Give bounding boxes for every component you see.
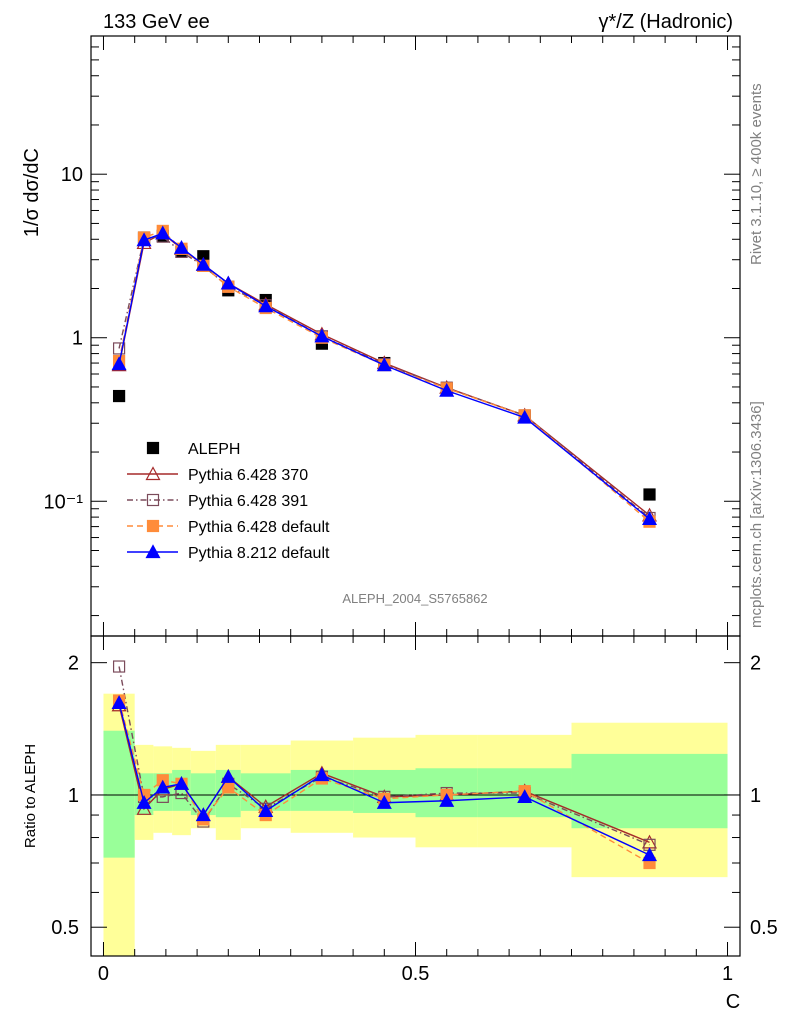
ratio-point xyxy=(195,807,211,822)
x-tick-label: 0 xyxy=(98,963,109,985)
legend-marker xyxy=(145,544,161,559)
rivet-label: Rivet 3.1.10, ≥ 400k events xyxy=(748,83,765,265)
ratio-point xyxy=(439,792,455,807)
x-axis-label: C xyxy=(726,991,740,1013)
ratio-point xyxy=(220,768,236,783)
ratio-point xyxy=(111,695,127,709)
ratio-y-ticks: 0.5 0.5 1 1 2 2 xyxy=(51,653,778,940)
ratio-point xyxy=(517,789,533,803)
main-point xyxy=(173,239,189,254)
ratio-y-tick-label-right: 1 xyxy=(750,785,761,807)
analysis-label: ALEPH_2004_S5765862 xyxy=(342,591,487,606)
legend-marker xyxy=(146,441,160,455)
main-point xyxy=(439,382,455,397)
main-point xyxy=(376,357,392,372)
ratio-y-tick-label: 0.5 xyxy=(51,917,79,939)
main-point xyxy=(258,298,274,313)
x-tick-label: 1 xyxy=(722,963,733,985)
source-label: mcplots.cern.ch [arXiv:1306.3436] xyxy=(748,401,765,628)
ratio-inner-band xyxy=(103,730,135,858)
ratio-uncertainty-bands xyxy=(103,693,728,956)
ratio-y-tick-label-right: 0.5 xyxy=(750,917,778,939)
main-point xyxy=(220,275,236,290)
main-y-tick-label: 1 xyxy=(72,328,83,350)
main-point xyxy=(314,328,330,343)
legend-marker xyxy=(145,466,161,481)
main-point xyxy=(643,488,656,501)
main-point xyxy=(642,511,658,526)
ratio-inner-band xyxy=(571,753,728,829)
ratio-x-ticks: 0 0.5 1 xyxy=(98,636,733,985)
main-panel: 10⁻¹ 1 10 1/σ dσ/dC ALEPH_2004_S5765862 AL… xyxy=(21,35,741,637)
legend-label: Pythia 6.428 default xyxy=(188,519,330,536)
ratio-y-tick-label: 2 xyxy=(68,653,79,675)
ratio-point xyxy=(314,767,330,782)
ratio-point xyxy=(642,847,658,862)
ratio-point xyxy=(112,660,126,673)
ratio-y-tick-label: 1 xyxy=(68,785,79,807)
ratio-point xyxy=(136,794,152,809)
legend-label: Pythia 8.212 default xyxy=(188,545,330,562)
main-point xyxy=(111,356,127,371)
ratio-point xyxy=(258,803,274,817)
ratio-series-3 xyxy=(111,695,658,862)
main-point xyxy=(112,389,126,403)
ratio-y-tick-label-right: 2 xyxy=(750,653,761,675)
main-y-tick-label: 10 xyxy=(61,164,83,186)
legend-label: Pythia 6.428 370 xyxy=(188,467,308,484)
energy-label: 133 GeV ee xyxy=(103,11,210,33)
ratio-point xyxy=(155,779,171,794)
ratio-y-axis-label: Ratio to ALEPH xyxy=(22,744,39,848)
ratio-point xyxy=(376,794,392,809)
ratio-point xyxy=(173,776,189,790)
legend-label: ALEPH xyxy=(188,441,240,458)
main-series-4 xyxy=(111,225,658,526)
main-y-tick-label: 10⁻¹ xyxy=(44,491,84,513)
legend-label: Pythia 6.428 391 xyxy=(188,493,308,510)
x-tick-label: 0.5 xyxy=(402,963,430,985)
main-series-line xyxy=(118,235,650,519)
ratio-series-line xyxy=(118,666,650,846)
main-point xyxy=(195,256,211,271)
ratio-series-layer xyxy=(111,660,658,870)
legend: ALEPH Pythia 6.428 370 Pythia 6.428 391 Pyt… xyxy=(127,441,330,562)
main-x-ticks xyxy=(102,36,729,636)
legend-marker xyxy=(146,493,160,507)
ratio-panel: 0.5 0.51 12 2 0 0.5 1 Ratio to ALEPH C xyxy=(22,635,778,1013)
main-y-ticks: 10⁻¹ 1 10 xyxy=(44,35,740,617)
ratio-series-line xyxy=(118,700,650,864)
process-label: γ*/Z (Hadronic) xyxy=(599,11,733,33)
main-series-layer xyxy=(111,224,658,528)
main-y-axis-label: 1/σ dσ/dC xyxy=(21,148,43,237)
main-point xyxy=(136,232,152,247)
legend-marker xyxy=(146,519,160,533)
main-point xyxy=(517,409,533,424)
main-point xyxy=(112,342,126,355)
main-point xyxy=(155,225,171,240)
